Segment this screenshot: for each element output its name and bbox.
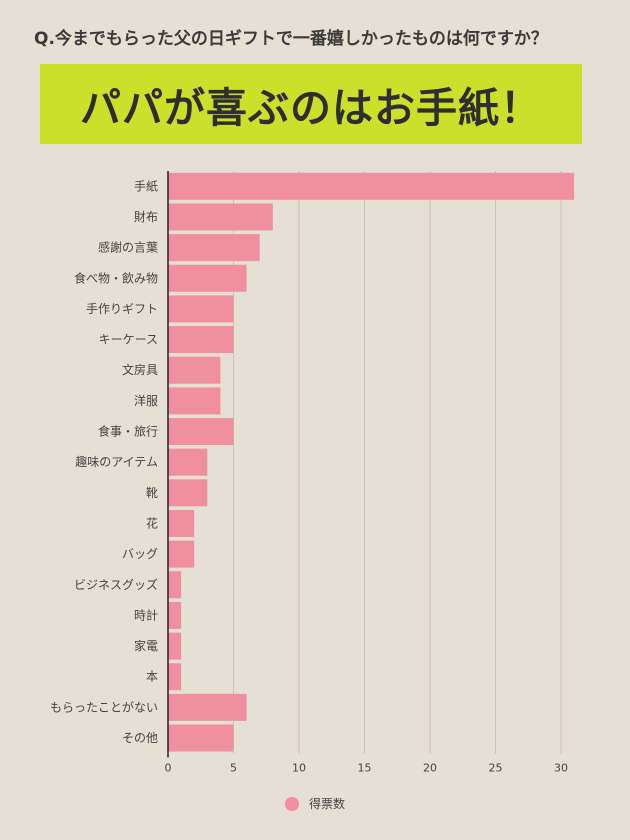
legend-label: 得票数 (308, 797, 345, 811)
legend-swatch (284, 796, 299, 811)
category-label: 手作りギフト (86, 302, 158, 316)
category-label: 家電 (134, 638, 158, 653)
bar (168, 203, 273, 231)
category-label: 時計 (134, 607, 158, 622)
question-text: Q.今までもらった父の日ギフトで一番嬉しかったものは何ですか？ (34, 29, 548, 49)
category-label: 食べ物・飲み物 (74, 270, 158, 285)
bar (168, 295, 234, 323)
bar (168, 172, 575, 200)
chart-legend: 得票数 (0, 795, 630, 812)
category-label: 文房具 (122, 362, 158, 377)
category-label: もらったことがない (50, 699, 158, 714)
x-tick-label: 10 (292, 761, 306, 774)
bar (168, 663, 182, 691)
category-label: その他 (122, 731, 158, 745)
bar (168, 479, 208, 507)
bar (168, 356, 221, 384)
bar (168, 264, 247, 292)
category-label: 財布 (134, 209, 158, 224)
category-label: キーケース (99, 333, 158, 347)
bar (168, 418, 234, 446)
bar-chart: 0 5 10 15 20 25 30 手紙財布感謝の言葉食べ物・飲み物手作りギフトキーケース文… (50, 171, 575, 774)
bar (168, 326, 234, 354)
category-label: 趣味のアイテム (75, 454, 158, 469)
bar (168, 448, 208, 476)
bar (168, 601, 182, 629)
bar (168, 693, 247, 721)
bar (168, 571, 182, 599)
bar (168, 632, 182, 660)
x-tick-label: 0 (165, 761, 172, 774)
bar (168, 387, 221, 415)
category-label: 食事・旅行 (98, 424, 158, 439)
category-label: 洋服 (134, 393, 158, 408)
category-label: ビジネスグッズ (74, 577, 158, 592)
bar (168, 540, 195, 568)
category-label: 靴 (146, 486, 158, 500)
bar (168, 724, 234, 752)
x-tick-label: 30 (554, 761, 568, 774)
category-label: 本 (146, 670, 158, 684)
bar (168, 234, 260, 262)
category-label: バッグ (122, 547, 158, 561)
x-tick-label: 25 (489, 761, 503, 774)
category-label: 花 (146, 515, 158, 530)
headline-banner: パパが喜ぶのはお手紙！ (40, 64, 582, 144)
category-label: 手紙 (134, 178, 158, 193)
x-tick-label: 5 (230, 761, 237, 774)
x-tick-label: 15 (358, 761, 372, 774)
category-label: 感謝の言葉 (98, 240, 158, 255)
bar (168, 509, 195, 537)
x-tick-label: 20 (423, 761, 437, 774)
headline-text: パパが喜ぶのはお手紙！ (80, 84, 542, 132)
